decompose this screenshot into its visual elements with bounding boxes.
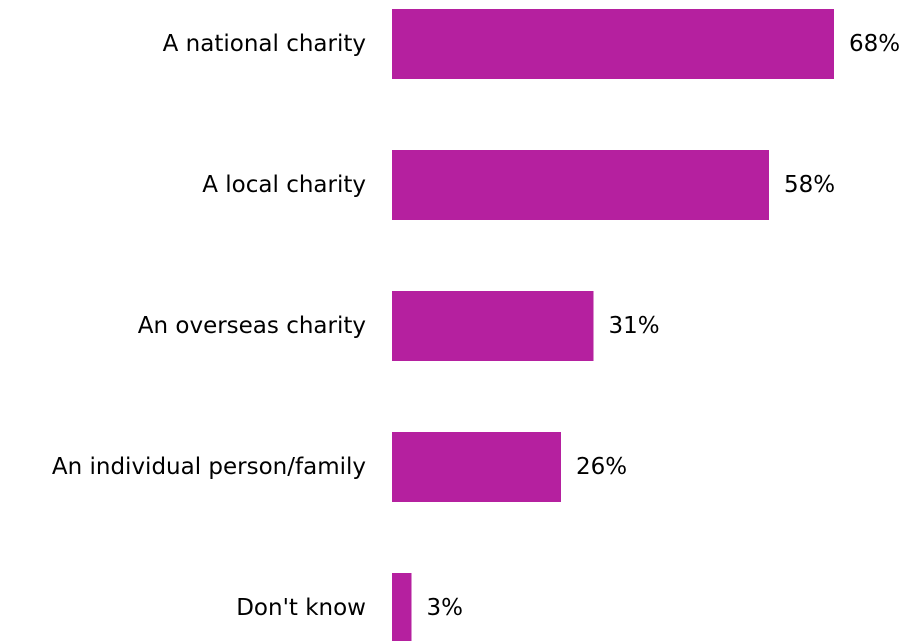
value-labels: 68% 58% 31% 26% 3% <box>427 31 901 621</box>
bar <box>392 291 594 361</box>
bar <box>392 150 769 220</box>
category-label: An overseas charity <box>138 313 366 339</box>
data-label: 26% <box>576 454 627 480</box>
data-label: 68% <box>849 31 900 57</box>
bar <box>392 432 561 502</box>
category-labels: A national charity A local charity An over… <box>52 31 366 621</box>
category-label: A local charity <box>202 172 366 198</box>
category-label: An individual person/family <box>52 454 366 480</box>
bar <box>392 9 834 79</box>
bar <box>392 573 412 641</box>
category-label: Don't know <box>236 595 366 621</box>
data-label: 3% <box>427 595 464 621</box>
bars-layer <box>392 9 834 641</box>
data-label: 31% <box>609 313 660 339</box>
data-label: 58% <box>784 172 835 198</box>
category-label: A national charity <box>163 31 366 57</box>
